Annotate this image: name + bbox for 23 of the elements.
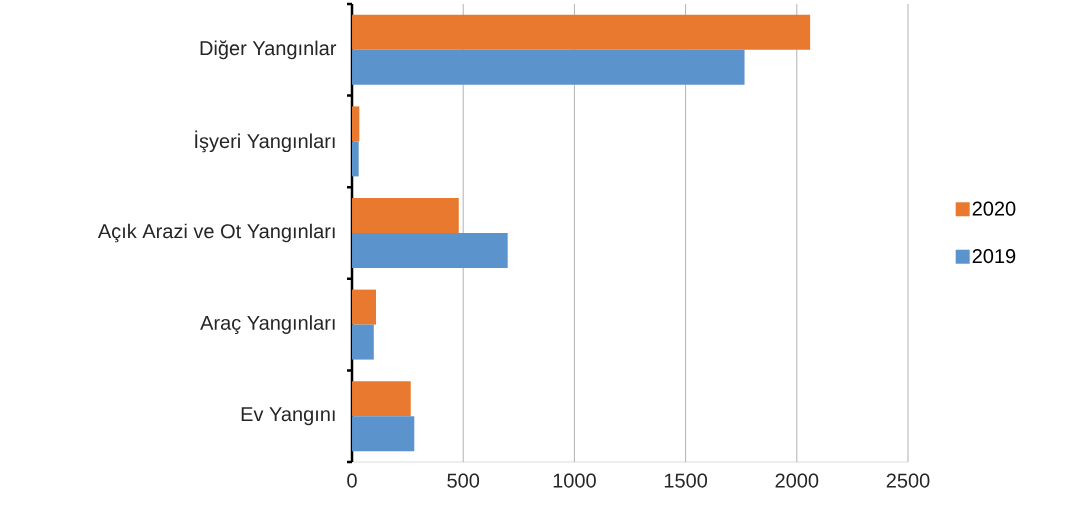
bar bbox=[352, 141, 359, 177]
bar bbox=[352, 233, 508, 268]
y-tick-label: İşyeri Yangınları bbox=[195, 130, 335, 153]
x-tick-label: 2500 bbox=[886, 473, 930, 488]
y-tick-label: Diğer Yangınlar bbox=[200, 40, 337, 60]
x-tick-label: 500 bbox=[447, 473, 480, 488]
bar bbox=[352, 381, 411, 417]
x-tick-label: 0 bbox=[347, 473, 357, 488]
y-tick-label: Araç Yangınları bbox=[200, 315, 335, 334]
bar bbox=[352, 106, 360, 142]
bar bbox=[352, 416, 415, 452]
bar bbox=[352, 289, 377, 325]
y-tick-label: Ev Yangını bbox=[241, 407, 335, 426]
x-tick-label: 2000 bbox=[775, 473, 819, 488]
x-tick-label: 1000 bbox=[553, 473, 596, 488]
bar bbox=[352, 49, 745, 85]
bar bbox=[352, 324, 374, 360]
bar bbox=[352, 198, 459, 233]
y-tick-label: Açık Arazi ve Ot Yangınları bbox=[97, 223, 335, 243]
x-tick-label: 1500 bbox=[664, 473, 708, 488]
legend-label: 2019 bbox=[972, 249, 1016, 264]
legend-label: 2020 bbox=[972, 201, 1016, 216]
bar bbox=[352, 14, 811, 50]
